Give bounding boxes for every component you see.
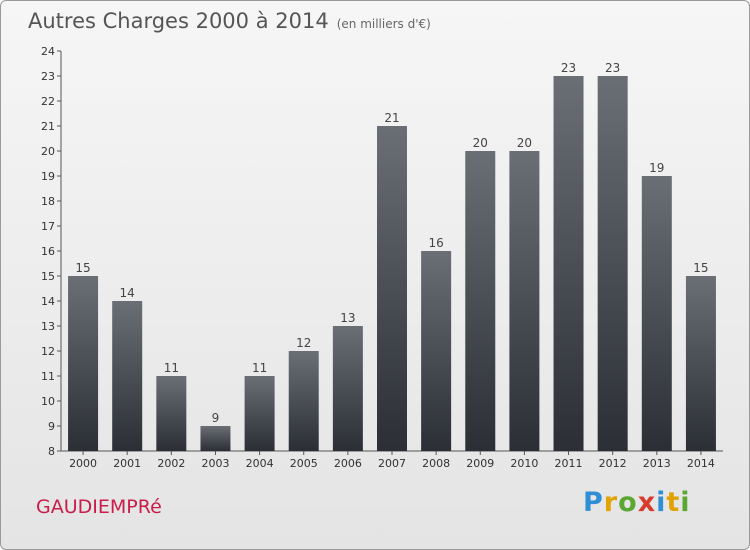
y-tick-label: 12 — [41, 345, 55, 358]
data-label: 15 — [75, 261, 90, 275]
data-label: 16 — [428, 236, 443, 250]
bar-2014 — [685, 276, 716, 451]
y-tick-label: 14 — [41, 295, 55, 308]
bar-2008 — [421, 251, 452, 451]
y-tick-label: 15 — [41, 270, 55, 283]
chart-axes: 8 9 10 11 12 13 14 15 16 17 18 19 20 21 22 23 24 2000 2001… — [41, 45, 723, 470]
x-tick-label: 2003 — [201, 457, 229, 470]
chart-title: Autres Charges 2000 à 2014 (en milliers d… — [28, 9, 431, 33]
x-tick-label: 2009 — [466, 457, 494, 470]
y-tick-label: 22 — [41, 95, 55, 108]
y-tick-label: 11 — [41, 370, 55, 383]
y-tick-label: 10 — [41, 395, 55, 408]
x-tick-label: 2014 — [687, 457, 715, 470]
chart-subtitle: (en milliers d'€) — [336, 17, 431, 31]
data-label: 11 — [164, 361, 179, 375]
data-label: 9 — [212, 411, 220, 425]
y-tick-label: 13 — [41, 320, 55, 333]
data-label: 21 — [384, 111, 399, 125]
bar-2002 — [156, 376, 187, 451]
data-label: 23 — [561, 61, 576, 75]
bar-2012 — [597, 76, 628, 451]
bar-2001 — [112, 301, 143, 451]
y-tick-label: 23 — [41, 70, 55, 83]
chart-data-labels: 15 14 11 9 11 12 13 21 16 20 20 23 23 19 15 — [75, 61, 708, 425]
data-label: 12 — [296, 336, 311, 350]
data-label: 15 — [693, 261, 708, 275]
y-tick-label: 9 — [48, 420, 55, 433]
bar-2007 — [377, 126, 407, 451]
y-tick-label: 16 — [41, 245, 55, 258]
data-label: 19 — [649, 161, 664, 175]
data-label: 14 — [120, 286, 135, 300]
y-tick-label: 18 — [41, 195, 55, 208]
x-tick-label: 2005 — [290, 457, 318, 470]
x-tick-label: 2002 — [157, 457, 185, 470]
bar-2005 — [288, 351, 319, 451]
chart-title-text: Autres Charges 2000 à 2014 — [28, 9, 329, 33]
y-tick-label: 24 — [41, 45, 55, 58]
bar-2009 — [465, 151, 496, 451]
y-tick-label: 17 — [41, 220, 55, 233]
city-name: GAUDIEMPRé — [36, 496, 162, 518]
bar-2004 — [244, 376, 275, 451]
y-tick-label: 19 — [41, 170, 55, 183]
x-tick-label: 2007 — [378, 457, 406, 470]
y-tick-label: 21 — [41, 120, 55, 133]
chart-bars — [68, 76, 716, 451]
data-label: 20 — [473, 136, 488, 150]
bar-2011 — [553, 76, 584, 451]
bar-2000 — [68, 276, 99, 451]
x-tick-label: 2001 — [113, 457, 141, 470]
bar-2003 — [200, 426, 231, 451]
bar-2010 — [509, 151, 540, 451]
x-tick-label: 2006 — [334, 457, 362, 470]
data-label: 23 — [605, 61, 620, 75]
proxiti-logo[interactable]: Proxiti — [583, 487, 691, 518]
x-tick-label: 2010 — [510, 457, 538, 470]
x-tick-label: 2004 — [246, 457, 274, 470]
y-tick-label: 8 — [48, 445, 55, 458]
bar-2006 — [332, 326, 363, 451]
data-label: 11 — [252, 361, 267, 375]
y-tick-label: 20 — [41, 145, 55, 158]
data-label: 20 — [517, 136, 532, 150]
bar-2013 — [641, 176, 672, 451]
x-tick-label: 2013 — [643, 457, 671, 470]
x-tick-label: 2011 — [555, 457, 583, 470]
data-label: 13 — [340, 311, 355, 325]
x-tick-label: 2008 — [422, 457, 450, 470]
x-tick-label: 2012 — [599, 457, 627, 470]
x-tick-label: 2000 — [69, 457, 97, 470]
